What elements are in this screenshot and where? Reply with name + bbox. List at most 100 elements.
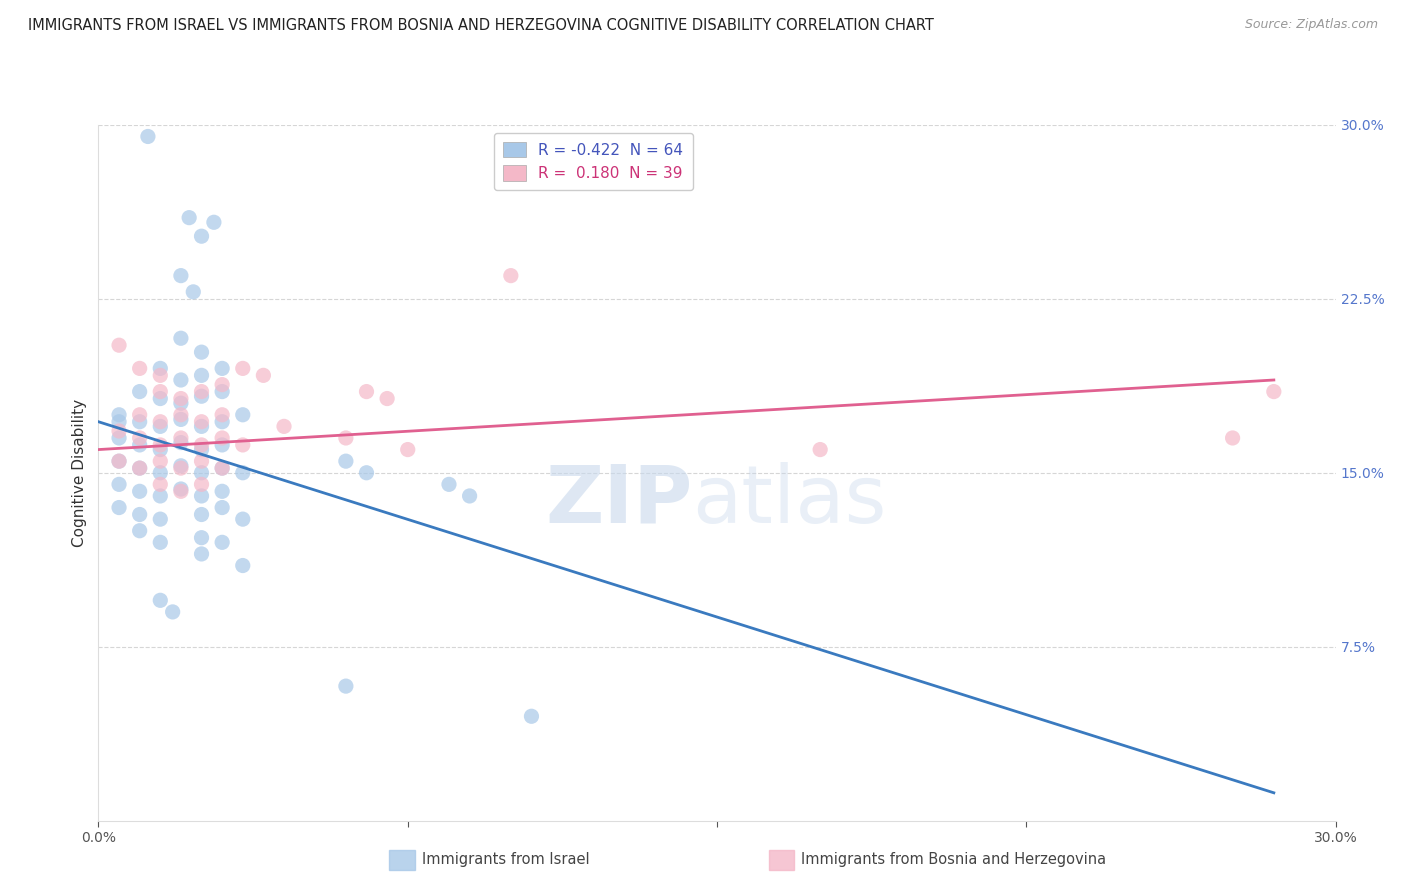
Point	[335, 454, 357, 468]
Point	[149, 442, 172, 457]
Point	[232, 466, 254, 480]
Point	[108, 477, 131, 491]
Point	[128, 461, 150, 475]
Point	[211, 500, 233, 515]
Point	[108, 424, 131, 438]
Point	[396, 442, 419, 457]
Text: atlas: atlas	[692, 461, 887, 540]
Point	[211, 484, 233, 499]
Point	[149, 535, 172, 549]
Point	[179, 211, 201, 225]
Point	[170, 435, 193, 450]
Point	[190, 415, 212, 429]
Point	[252, 368, 274, 383]
Point	[458, 489, 481, 503]
Point	[211, 384, 233, 399]
Point	[170, 268, 193, 283]
Point	[232, 512, 254, 526]
Point	[170, 482, 193, 496]
Point	[149, 477, 172, 491]
Point	[108, 415, 131, 429]
Point	[1263, 384, 1285, 399]
Point	[211, 461, 233, 475]
Point	[437, 477, 460, 491]
Point	[211, 461, 233, 475]
Point	[190, 508, 212, 522]
Point	[190, 438, 212, 452]
Point	[520, 709, 543, 723]
Point	[190, 531, 212, 545]
Point	[232, 558, 254, 573]
Point	[170, 408, 193, 422]
Point	[149, 419, 172, 434]
Point	[202, 215, 225, 229]
Point	[356, 466, 378, 480]
Point	[211, 535, 233, 549]
Point	[149, 512, 172, 526]
Point	[190, 547, 212, 561]
Point	[1222, 431, 1244, 445]
Point	[128, 461, 150, 475]
Point	[170, 461, 193, 475]
Point	[149, 438, 172, 452]
Point	[170, 392, 193, 406]
Point	[170, 373, 193, 387]
Point	[149, 489, 172, 503]
Text: Source: ZipAtlas.com: Source: ZipAtlas.com	[1244, 18, 1378, 31]
Point	[128, 408, 150, 422]
Point	[128, 438, 150, 452]
Point	[128, 415, 150, 429]
Point	[273, 419, 295, 434]
Point	[190, 345, 212, 359]
Point	[128, 361, 150, 376]
Point	[170, 412, 193, 426]
Point	[232, 408, 254, 422]
Point	[211, 361, 233, 376]
Point	[162, 605, 184, 619]
Point	[190, 389, 212, 403]
Point	[149, 368, 172, 383]
Point	[170, 396, 193, 410]
Point	[190, 489, 212, 503]
Point	[335, 431, 357, 445]
Point	[170, 331, 193, 345]
Point	[190, 442, 212, 457]
Text: IMMIGRANTS FROM ISRAEL VS IMMIGRANTS FROM BOSNIA AND HERZEGOVINA COGNITIVE DISAB: IMMIGRANTS FROM ISRAEL VS IMMIGRANTS FRO…	[28, 18, 934, 33]
Point	[356, 384, 378, 399]
Text: Immigrants from Bosnia and Herzegovina: Immigrants from Bosnia and Herzegovina	[801, 853, 1107, 867]
Point	[136, 129, 159, 144]
Point	[170, 431, 193, 445]
Point	[190, 384, 212, 399]
Point	[211, 377, 233, 392]
Y-axis label: Cognitive Disability: Cognitive Disability	[72, 399, 87, 547]
Legend: R = -0.422  N = 64, R =  0.180  N = 39: R = -0.422 N = 64, R = 0.180 N = 39	[494, 133, 693, 191]
Point	[170, 458, 193, 473]
Point	[232, 361, 254, 376]
Text: ZIP: ZIP	[546, 461, 692, 540]
Point	[108, 338, 131, 352]
Point	[128, 524, 150, 538]
Point	[211, 408, 233, 422]
Point	[232, 438, 254, 452]
Point	[128, 508, 150, 522]
Point	[190, 454, 212, 468]
Point	[170, 484, 193, 499]
Point	[149, 593, 172, 607]
Point	[108, 408, 131, 422]
Point	[149, 466, 172, 480]
Point	[128, 431, 150, 445]
Point	[211, 438, 233, 452]
Point	[149, 415, 172, 429]
Point	[190, 477, 212, 491]
Point	[108, 500, 131, 515]
Point	[190, 229, 212, 244]
Point	[211, 415, 233, 429]
Point	[190, 466, 212, 480]
Point	[375, 392, 398, 406]
Point	[149, 392, 172, 406]
Point	[181, 285, 204, 299]
Point	[149, 454, 172, 468]
Point	[149, 361, 172, 376]
Point	[190, 419, 212, 434]
Point	[211, 431, 233, 445]
